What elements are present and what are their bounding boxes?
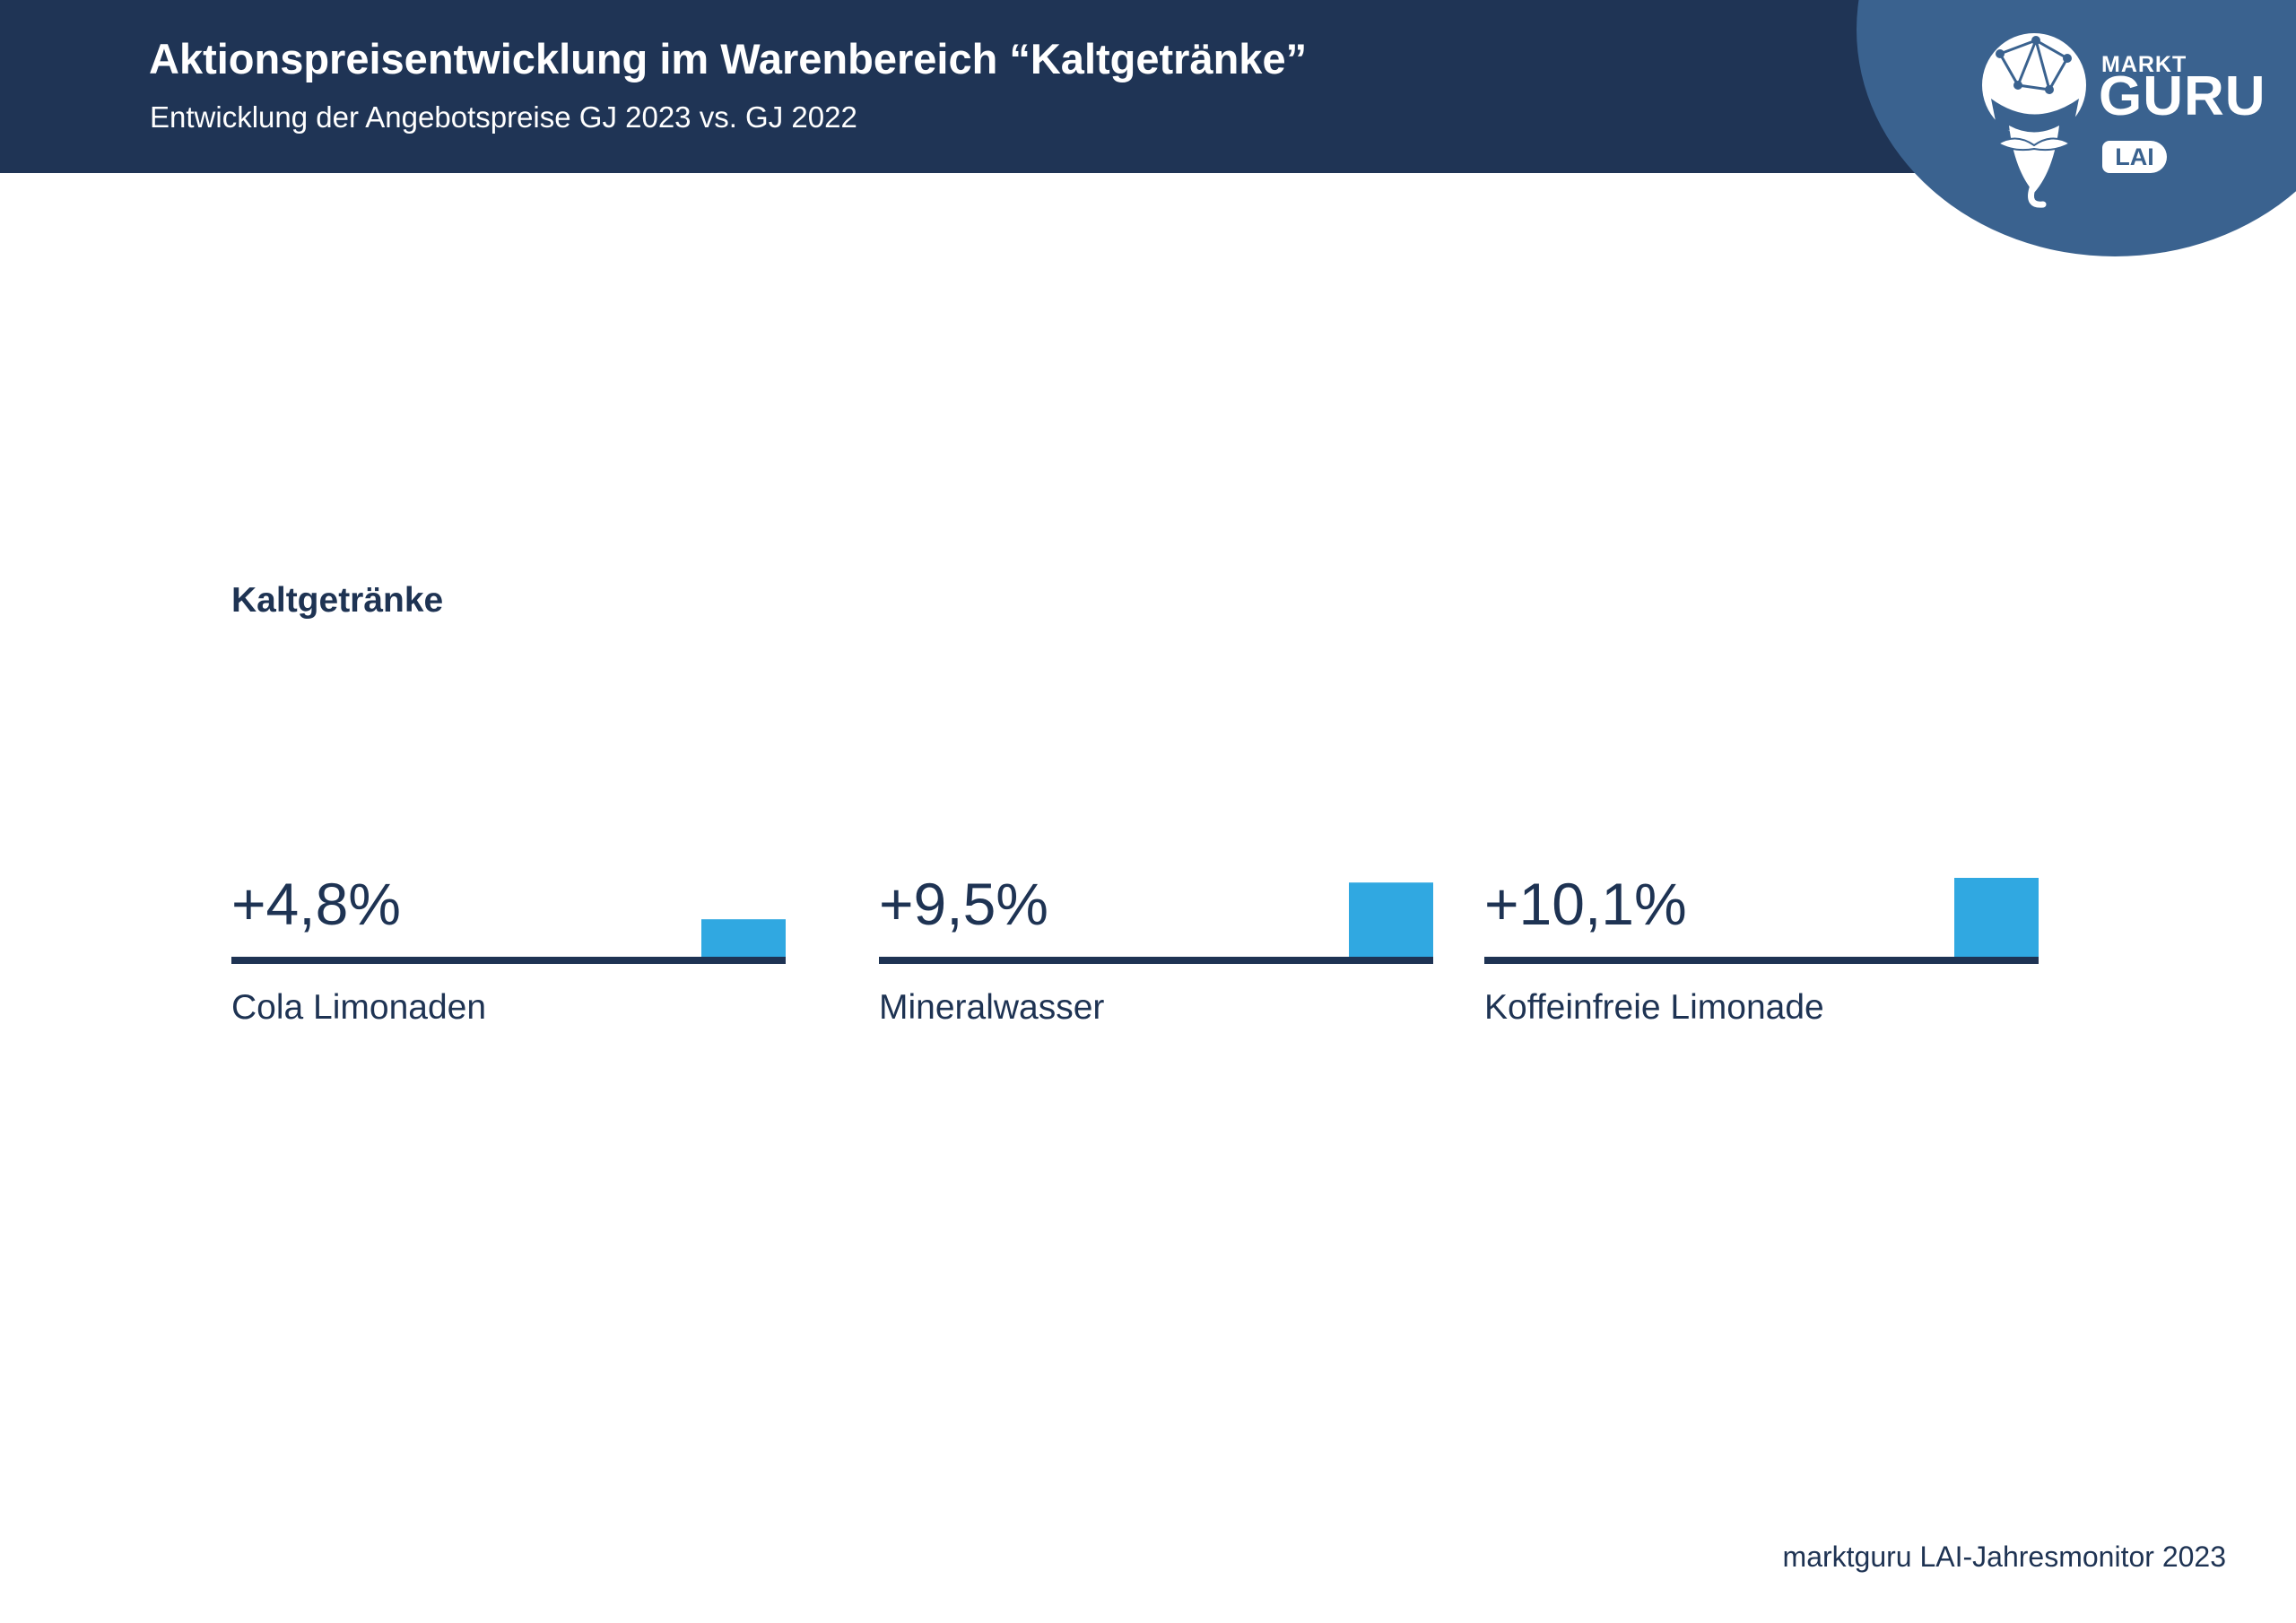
bar-1 (701, 919, 786, 957)
value-label-2: +9,5% (879, 871, 1048, 937)
page-subtitle: Entwicklung der Angebotspreise GJ 2023 v… (150, 100, 857, 134)
category-label-1: Cola Limonaden (231, 988, 486, 1027)
baseline-1 (231, 957, 786, 964)
source-note: marktguru LAI-Jahresmonitor 2023 (1782, 1541, 2226, 1573)
chart-title: Kaltgetränke (231, 581, 444, 620)
baseline-2 (879, 957, 1433, 964)
logo-markt-text: MARKT (2101, 52, 2187, 77)
bar-3 (1954, 878, 2039, 957)
category-label-2: Mineralwasser (879, 988, 1104, 1027)
value-label-3: +10,1% (1484, 871, 1687, 937)
page-title: Aktionspreisentwicklung im Warenbereich … (149, 35, 1308, 82)
logo-guru-text: GURU (2099, 65, 2266, 127)
category-label-3: Koffeinfreie Limonade (1484, 988, 1824, 1027)
bar-2 (1349, 882, 1433, 957)
logo-lai-badge: LAI (2102, 141, 2167, 173)
baseline-3 (1484, 957, 2039, 964)
value-label-1: +4,8% (231, 871, 401, 937)
guru-mascot-icon (1982, 33, 2086, 208)
